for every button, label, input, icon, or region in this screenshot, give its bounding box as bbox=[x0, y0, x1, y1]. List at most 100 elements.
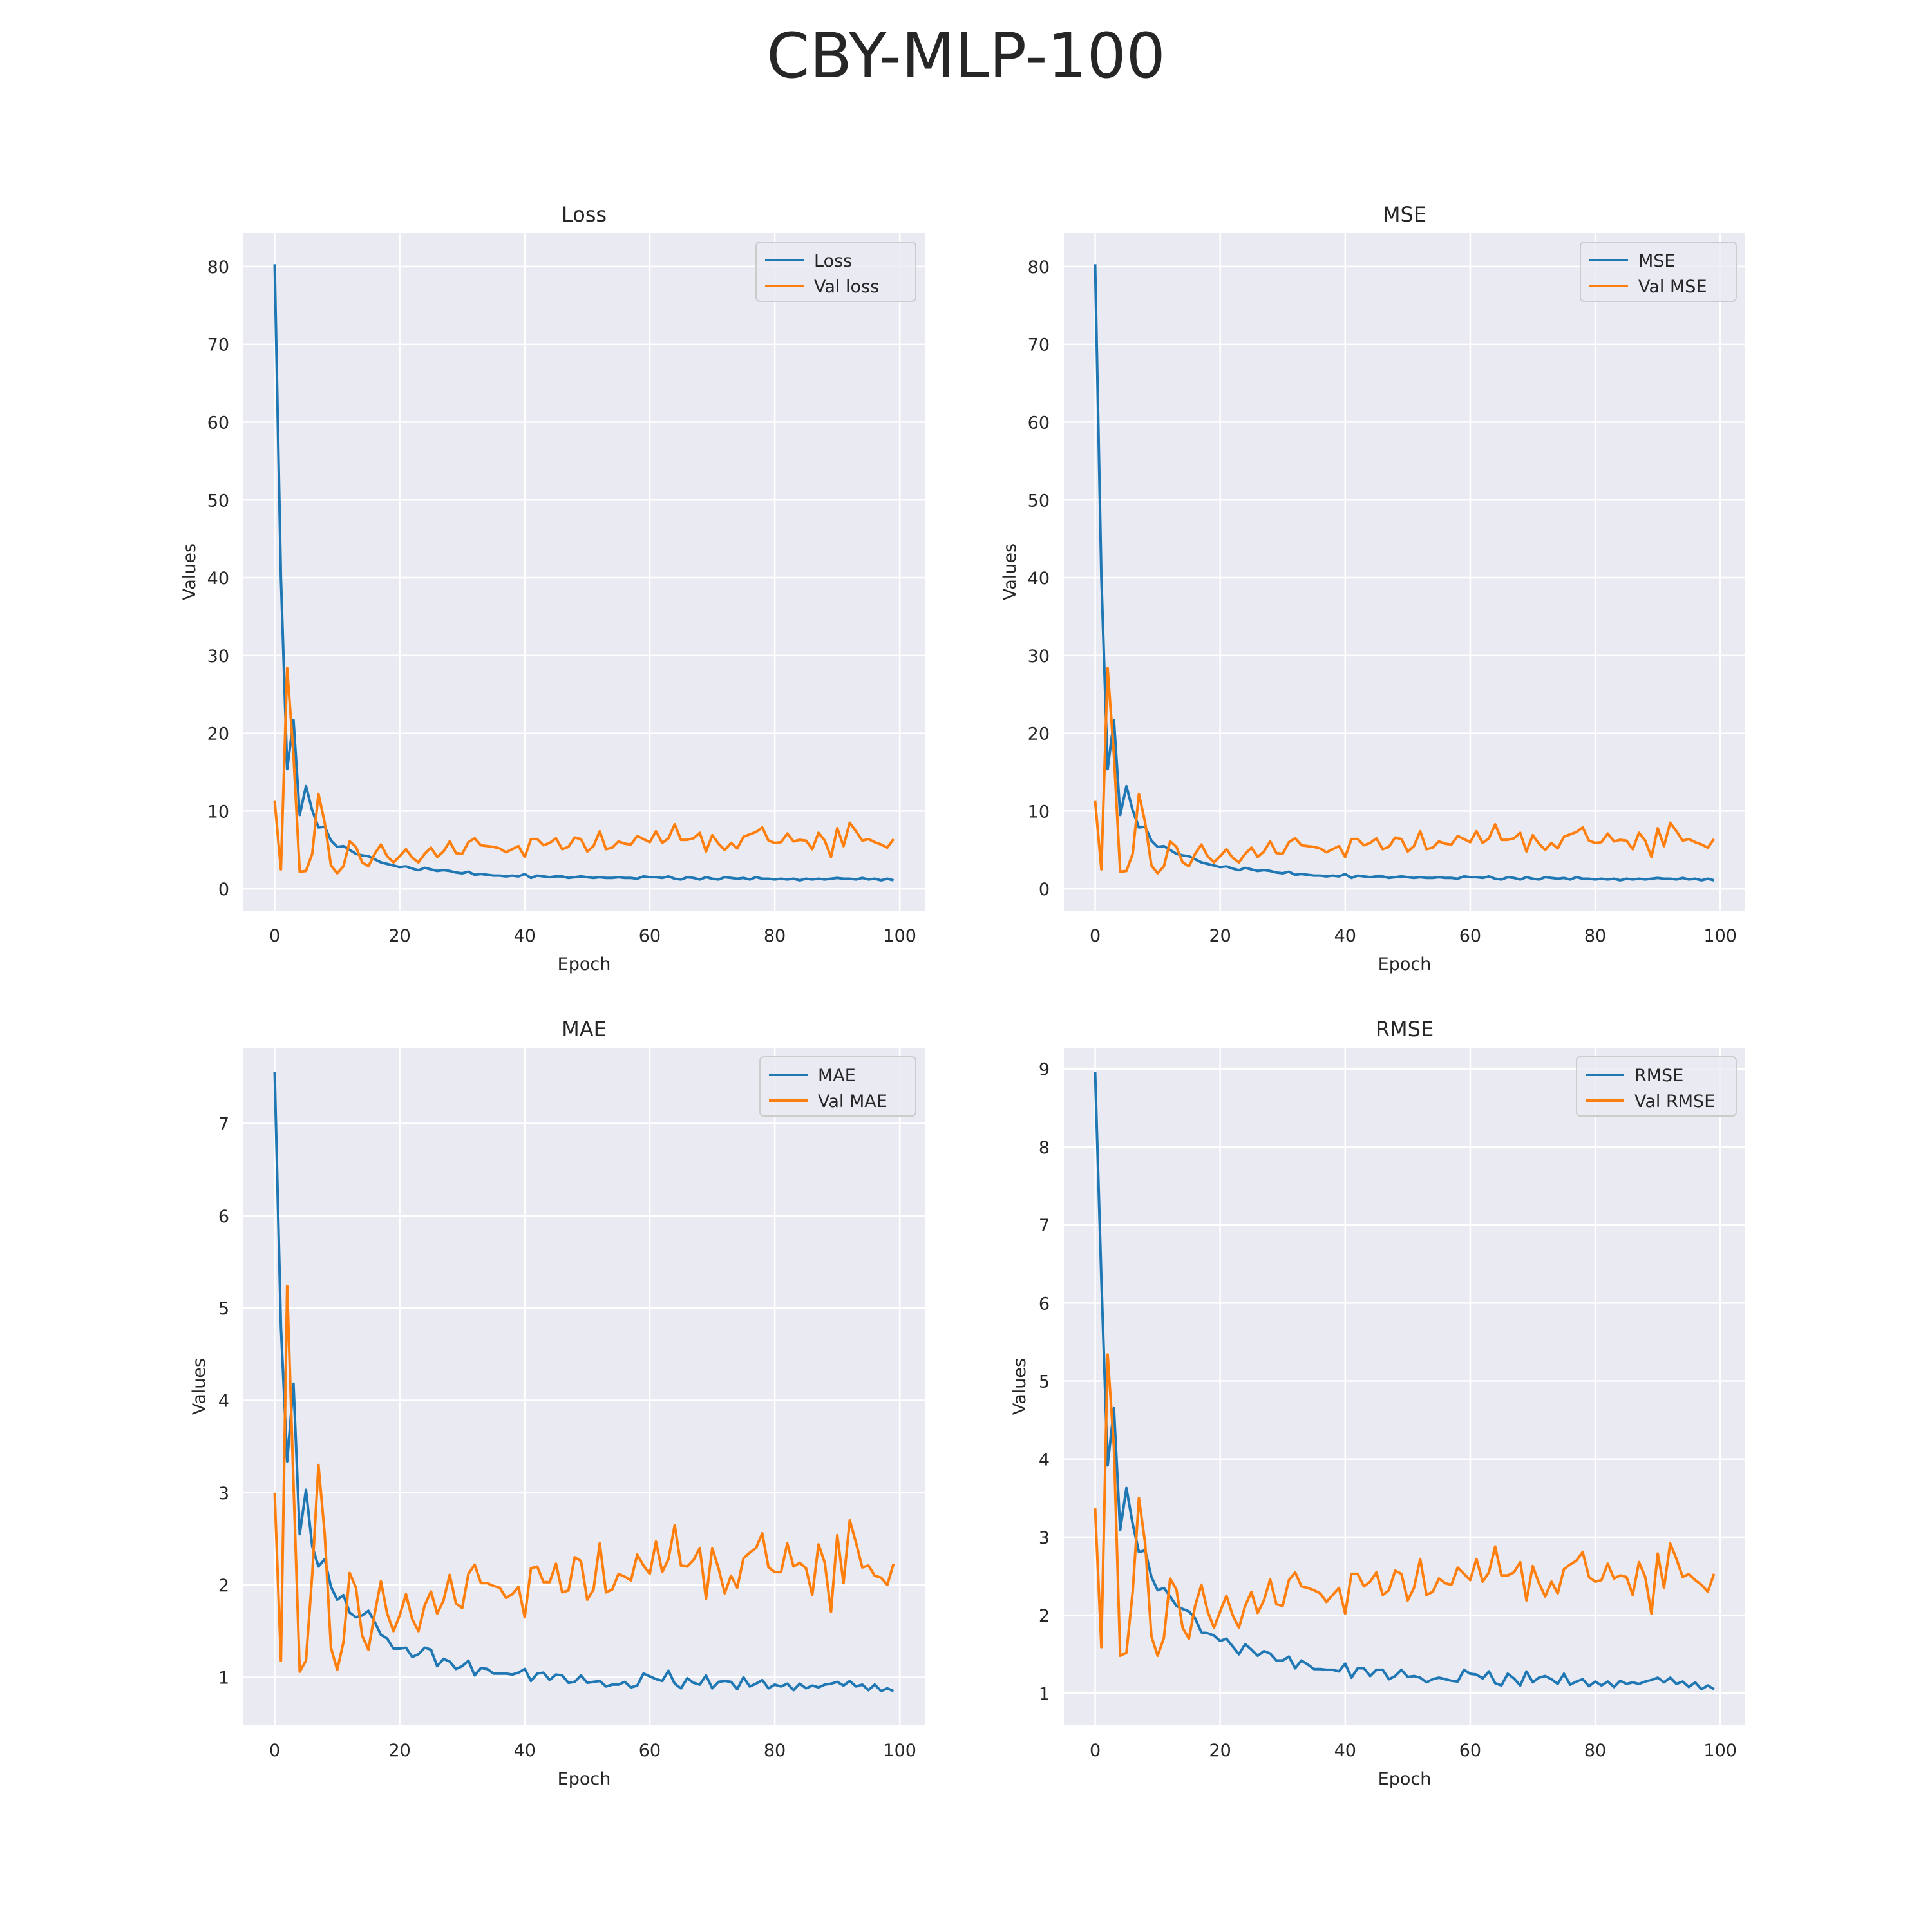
x-tick-label: 100 bbox=[883, 1741, 916, 1761]
y-tick-label: 40 bbox=[207, 569, 229, 589]
y-tick-label: 4 bbox=[218, 1391, 229, 1411]
x-tick-label: 80 bbox=[764, 1741, 786, 1761]
y-tick-label: 2 bbox=[1039, 1606, 1050, 1626]
y-tick-label: 8 bbox=[1039, 1138, 1050, 1158]
x-tick-label: 0 bbox=[1090, 1741, 1101, 1761]
y-tick-label: 50 bbox=[207, 491, 229, 511]
x-tick-label: 40 bbox=[514, 1741, 536, 1761]
x-tick-label: 40 bbox=[1334, 926, 1356, 946]
series-line-rmse bbox=[1094, 1072, 1715, 1691]
y-tick-label: 70 bbox=[207, 336, 229, 355]
chart-title: MAE bbox=[562, 1017, 607, 1041]
chart-panel-mse: 0 20 40 60 80 100 0 10 20 30 40 50 60 70 80 MSE Epoch Val… bbox=[1000, 202, 1745, 974]
chart-title: Loss bbox=[562, 202, 607, 227]
series-line-mse bbox=[1094, 264, 1714, 882]
series-line-mae bbox=[273, 1072, 895, 1692]
y-tick-label: 10 bbox=[207, 802, 229, 822]
x-tick-label: 20 bbox=[1209, 1741, 1231, 1761]
y-axis-label: Values bbox=[1010, 1358, 1030, 1415]
legend-label: Val RMSE bbox=[1634, 1092, 1715, 1112]
plot-area bbox=[243, 1048, 925, 1725]
series-line-loss bbox=[273, 264, 894, 882]
legend: MSE Val MSE bbox=[1580, 242, 1737, 302]
plot-area bbox=[243, 233, 925, 911]
y-tick-label: 0 bbox=[1039, 880, 1050, 900]
figure-title: CBY-MLP-100 bbox=[766, 20, 1166, 92]
legend-label: RMSE bbox=[1634, 1066, 1683, 1086]
x-tick-label: 20 bbox=[1209, 926, 1231, 946]
y-tick-label: 40 bbox=[1028, 569, 1050, 589]
x-axis-label: Epoch bbox=[558, 954, 611, 974]
y-tick-label: 60 bbox=[1028, 413, 1050, 433]
y-tick-label: 6 bbox=[1039, 1294, 1050, 1314]
series-line-val-mae bbox=[273, 1284, 895, 1673]
x-tick-label: 60 bbox=[1459, 1741, 1481, 1761]
x-tick-label: 20 bbox=[388, 926, 410, 946]
y-tick-label: 6 bbox=[218, 1207, 229, 1227]
y-tick-label: 30 bbox=[207, 647, 229, 667]
x-tick-label: 100 bbox=[1703, 926, 1737, 946]
chart-title: RMSE bbox=[1376, 1017, 1434, 1041]
y-tick-label: 7 bbox=[218, 1115, 229, 1135]
legend-label: Loss bbox=[814, 251, 852, 271]
x-tick-label: 100 bbox=[1703, 1741, 1737, 1761]
x-tick-label: 40 bbox=[514, 926, 536, 946]
y-axis-label: Values bbox=[189, 1358, 209, 1415]
x-tick-label: 40 bbox=[1334, 1741, 1356, 1761]
x-tick-label: 80 bbox=[764, 926, 786, 946]
y-tick-label: 5 bbox=[1039, 1372, 1050, 1392]
y-tick-label: 30 bbox=[1028, 647, 1050, 667]
x-tick-label: 80 bbox=[1584, 1741, 1606, 1761]
legend: RMSE Val RMSE bbox=[1576, 1056, 1737, 1117]
x-axis-label: Epoch bbox=[1378, 1769, 1432, 1789]
chart-panel-mae: 0 20 40 60 80 100 1 2 3 4 5 6 7 MAE Epoch Values MAE Val … bbox=[189, 1017, 925, 1789]
series-line-val-mse bbox=[1094, 667, 1716, 875]
y-tick-label: 1 bbox=[218, 1668, 229, 1688]
y-tick-label: 80 bbox=[1028, 258, 1050, 278]
series-line-val-rmse bbox=[1094, 1353, 1716, 1658]
x-axis-label: Epoch bbox=[558, 1769, 611, 1789]
y-tick-label: 3 bbox=[1039, 1528, 1050, 1548]
x-tick-label: 0 bbox=[1090, 926, 1101, 946]
y-tick-label: 9 bbox=[1039, 1060, 1050, 1080]
x-tick-label: 0 bbox=[269, 926, 280, 946]
legend-label: MSE bbox=[1638, 251, 1676, 271]
y-tick-label: 20 bbox=[207, 724, 229, 744]
y-axis-label: Values bbox=[180, 544, 200, 600]
plot-area bbox=[1064, 233, 1745, 911]
x-tick-label: 80 bbox=[1584, 926, 1606, 946]
y-tick-label: 0 bbox=[218, 880, 229, 900]
y-tick-label: 60 bbox=[207, 413, 229, 433]
chart-panel-loss: 0 20 40 60 80 100 0 10 20 30 40 50 60 70 80 Loss Epoch Va… bbox=[180, 202, 925, 974]
x-tick-label: 20 bbox=[388, 1741, 410, 1761]
plot-area bbox=[1064, 1048, 1745, 1725]
y-tick-label: 7 bbox=[1039, 1216, 1050, 1236]
y-tick-label: 2 bbox=[218, 1576, 229, 1596]
chart-title: MSE bbox=[1383, 202, 1426, 227]
legend: MAE Val MAE bbox=[759, 1056, 916, 1117]
legend-label: Val loss bbox=[814, 277, 879, 297]
legend: Loss Val loss bbox=[755, 242, 916, 302]
legend-label: MAE bbox=[818, 1066, 856, 1086]
x-tick-label: 60 bbox=[1459, 926, 1481, 946]
legend-label: Val MSE bbox=[1638, 277, 1707, 297]
series-line-val-loss bbox=[273, 667, 895, 875]
x-tick-label: 60 bbox=[639, 1741, 661, 1761]
y-tick-label: 1 bbox=[1039, 1684, 1050, 1704]
y-tick-label: 3 bbox=[218, 1484, 229, 1504]
x-axis-label: Epoch bbox=[1378, 954, 1432, 974]
y-tick-label: 10 bbox=[1028, 802, 1050, 822]
y-tick-label: 50 bbox=[1028, 491, 1050, 511]
y-tick-label: 70 bbox=[1028, 336, 1050, 355]
y-tick-label: 5 bbox=[218, 1299, 229, 1319]
y-axis-label: Values bbox=[1000, 544, 1020, 600]
y-tick-label: 80 bbox=[207, 258, 229, 278]
legend-label: Val MAE bbox=[818, 1092, 887, 1112]
y-tick-label: 20 bbox=[1028, 724, 1050, 744]
x-tick-label: 60 bbox=[639, 926, 661, 946]
x-tick-label: 100 bbox=[883, 926, 916, 946]
chart-panel-rmse: 0 20 40 60 80 100 1 2 3 4 5 6 7 8 9 RMSE Epoch Values RMSE… bbox=[1010, 1017, 1745, 1789]
x-tick-label: 0 bbox=[269, 1741, 280, 1761]
y-tick-label: 4 bbox=[1039, 1450, 1050, 1470]
